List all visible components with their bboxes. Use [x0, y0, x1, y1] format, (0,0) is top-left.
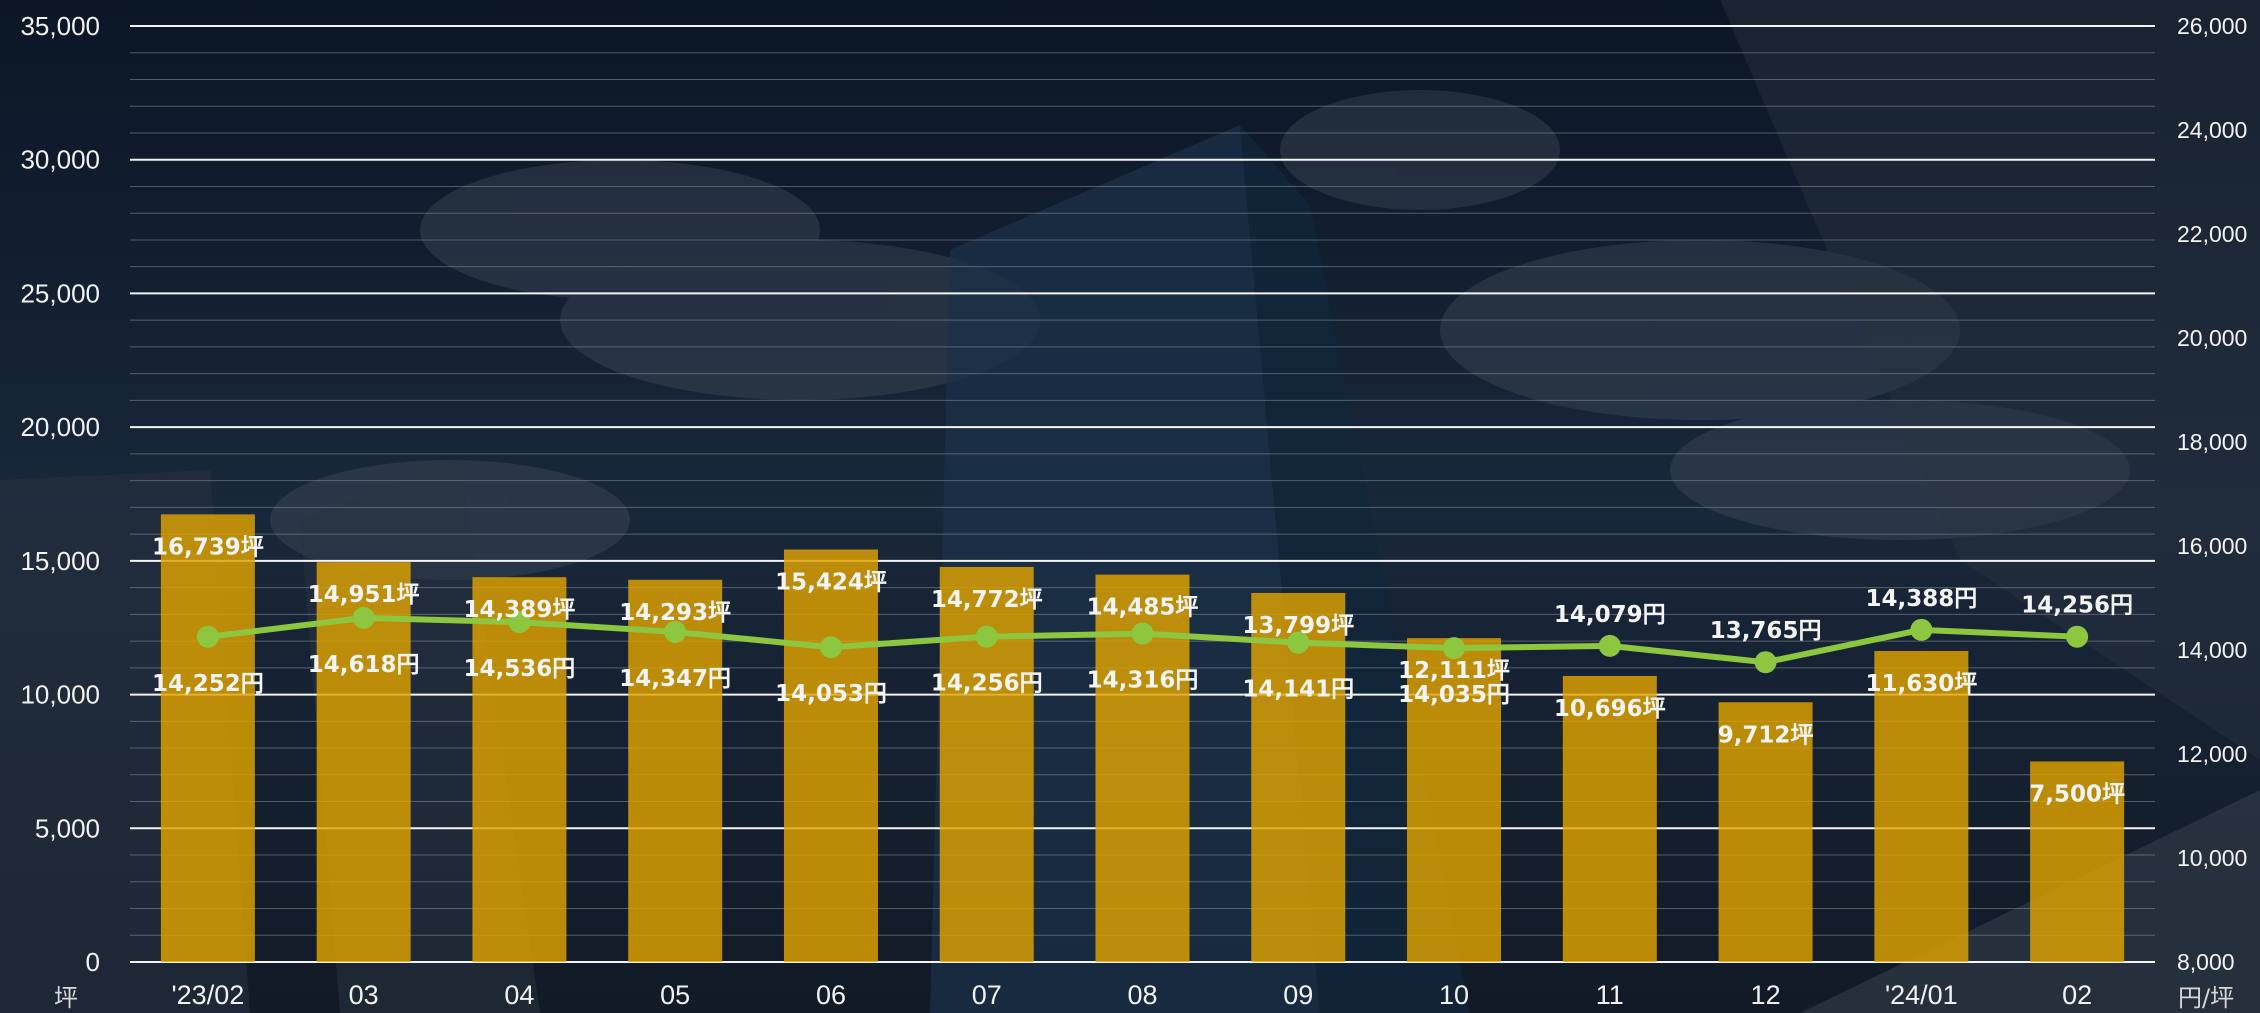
y-right-tick-label: 18,000 [2177, 429, 2247, 455]
bar [628, 579, 723, 962]
line-point [508, 611, 531, 634]
gridlines [130, 25, 2155, 963]
data-labels-group: 16,739坪 14,951坪 14,389坪 14,293坪 15,424坪 14,77… [152, 534, 2133, 807]
x-tick-label: 05 [660, 980, 690, 1010]
line-point [664, 620, 687, 643]
bar [783, 549, 878, 962]
bar [2030, 761, 2125, 962]
bar-data-label: 12,111坪 [1398, 658, 1510, 684]
y-left-tick-label: 35,000 [20, 11, 100, 41]
bar [160, 514, 255, 962]
line-point [196, 625, 219, 648]
line-point [352, 606, 375, 629]
y-right-tick-label: 12,000 [2177, 741, 2247, 767]
y-left-tick-label: 5,000 [35, 813, 100, 843]
bar-data-label: 16,739坪 [152, 534, 264, 560]
line-data-label: 13,765円 [1710, 618, 1822, 644]
x-tick-label: 04 [504, 980, 534, 1010]
line-point [1754, 651, 1777, 674]
line-point [1910, 618, 1933, 641]
line-point [975, 625, 998, 648]
y-left-unit-label: 坪 [54, 984, 78, 1012]
line-data-label: 14,035円 [1398, 682, 1510, 708]
line-data-label: 14,141円 [1242, 677, 1354, 703]
x-tick-label: '23/02 [172, 980, 245, 1010]
line-data-label: 14,252円 [152, 671, 264, 697]
line-data-label: 14,316円 [1087, 668, 1199, 694]
y-right-tick-label: 8,000 [2177, 949, 2235, 975]
x-tick-label: 10 [1439, 980, 1469, 1010]
bar-data-label: 13,799坪 [1242, 613, 1354, 639]
y-right-unit-label: 円/坪 [2178, 984, 2234, 1012]
bar-data-label: 10,696坪 [1554, 696, 1666, 722]
x-tick-label: 03 [349, 980, 379, 1010]
bar-data-label: 9,712坪 [1718, 722, 1814, 748]
y-right-tick-label: 10,000 [2177, 845, 2247, 871]
y-left-tick-label: 10,000 [20, 680, 100, 710]
y-left-tick-label: 0 [86, 947, 100, 977]
bar-data-label: 15,424坪 [775, 570, 887, 596]
line-data-label: 14,256円 [931, 671, 1043, 697]
x-tick-label: 08 [1127, 980, 1157, 1010]
x-tick-label: 09 [1283, 980, 1313, 1010]
bar-data-label: 14,389坪 [464, 597, 576, 623]
x-tick-label: '24/01 [1885, 980, 1958, 1010]
line-data-label: 14,256円 [2021, 593, 2133, 619]
bar [1407, 638, 1502, 962]
y-left-tick-label: 30,000 [20, 145, 100, 175]
y-left-tick-label: 15,000 [20, 546, 100, 576]
line-point [1598, 634, 1621, 657]
bar-data-label: 11,630坪 [1865, 671, 1977, 697]
line-point [1443, 637, 1466, 660]
line-point [1287, 631, 1310, 654]
line-series-group [196, 606, 2089, 674]
y-left-tick-label: 25,000 [20, 278, 100, 308]
x-tick-label: 11 [1596, 980, 1624, 1010]
line-data-label: 14,618円 [308, 652, 420, 678]
bar-data-label: 14,293坪 [619, 600, 731, 626]
axes-group: 0 5,000 10,000 15,000 20,000 25,000 30,000 35,0… [20, 11, 2247, 1012]
x-tick-label: 12 [1751, 980, 1781, 1010]
y-left-tick-label: 20,000 [20, 412, 100, 442]
bar-data-label: 7,500坪 [2029, 781, 2125, 807]
y-right-tick-label: 24,000 [2177, 117, 2247, 143]
bar [1251, 592, 1346, 962]
line-data-label: 14,079円 [1554, 602, 1666, 628]
line-data-label: 14,347円 [619, 666, 731, 692]
x-tick-label: 02 [2062, 980, 2092, 1010]
bar-data-label: 14,772坪 [931, 587, 1043, 613]
line-data-label: 14,536円 [464, 656, 576, 682]
x-tick-label: 07 [972, 980, 1002, 1010]
line-point [819, 636, 842, 659]
line-point [2066, 625, 2089, 648]
bar-data-label: 14,485坪 [1087, 595, 1199, 621]
bars-group [160, 514, 2125, 962]
y-right-tick-label: 26,000 [2177, 13, 2247, 39]
bar [1874, 650, 1969, 962]
y-right-tick-label: 22,000 [2177, 221, 2247, 247]
bar [1718, 702, 1813, 962]
bar [1562, 675, 1657, 962]
y-right-tick-label: 14,000 [2177, 637, 2247, 663]
line-point [1131, 622, 1154, 645]
y-right-tick-label: 16,000 [2177, 533, 2247, 559]
y-right-tick-label: 20,000 [2177, 325, 2247, 351]
line-data-label: 14,388円 [1865, 586, 1977, 612]
bar [472, 577, 567, 962]
line-data-label: 14,053円 [775, 681, 887, 707]
bar-data-label: 14,951坪 [308, 582, 420, 608]
x-tick-label: 06 [816, 980, 846, 1010]
